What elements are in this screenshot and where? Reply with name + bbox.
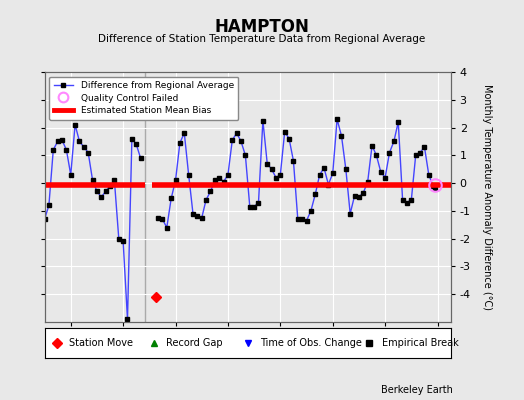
Text: Record Gap: Record Gap — [167, 338, 223, 348]
Text: Difference of Station Temperature Data from Regional Average: Difference of Station Temperature Data f… — [99, 34, 425, 44]
Legend: Difference from Regional Average, Quality Control Failed, Estimated Station Mean: Difference from Regional Average, Qualit… — [49, 76, 238, 120]
Text: Empirical Break: Empirical Break — [381, 338, 458, 348]
Y-axis label: Monthly Temperature Anomaly Difference (°C): Monthly Temperature Anomaly Difference (… — [482, 84, 492, 310]
Text: HAMPTON: HAMPTON — [214, 18, 310, 36]
Text: Time of Obs. Change: Time of Obs. Change — [260, 338, 362, 348]
Text: Berkeley Earth: Berkeley Earth — [381, 385, 453, 395]
Text: Station Move: Station Move — [69, 338, 133, 348]
